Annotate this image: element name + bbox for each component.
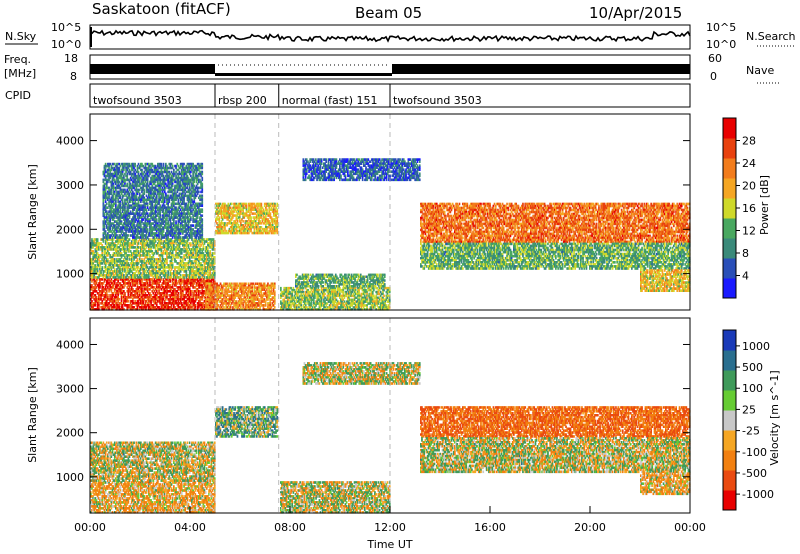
- heatmap-cell: [148, 276, 150, 279]
- noise-left-label: N.Sky: [5, 30, 37, 43]
- heatmap-cell: [203, 248, 205, 251]
- heatmap-cell: [158, 236, 160, 239]
- heatmap-cell: [155, 240, 157, 243]
- heatmap-cell: [103, 240, 105, 243]
- cpid-strip: CPID twofsound 3503 rbsp 200 normal (fast)…: [5, 84, 690, 107]
- heatmap-cell: [172, 185, 174, 188]
- freq-band-1: [90, 64, 215, 74]
- heatmap-cell: [170, 280, 172, 283]
- heatmap-cell: [123, 169, 125, 172]
- heatmap-cell: [201, 298, 203, 301]
- freq-left-label-1: Freq.: [4, 53, 31, 66]
- heatmap-cell: [163, 230, 165, 233]
- cpid-segment-label: rbsp 200: [218, 94, 267, 107]
- cpid-segment-label: twofsound 3503: [393, 94, 482, 107]
- heatmap-cell: [204, 276, 206, 279]
- heatmap-cell: [167, 236, 169, 239]
- heatmap-cell: [128, 234, 130, 237]
- beam-title: Beam 05: [355, 4, 422, 22]
- heatmap-cell: [180, 236, 182, 239]
- heatmap-cell: [143, 193, 145, 196]
- heatmap-cell: [193, 181, 195, 184]
- cpid-segment-label: twofsound 3503: [93, 94, 182, 107]
- heatmap-cell: [95, 304, 97, 307]
- freq-right-tick-top: 60: [708, 52, 722, 65]
- cpid-label: CPID: [5, 89, 31, 102]
- noise-right-tick-top: 10^5: [706, 21, 736, 34]
- heatmap-cell: [192, 224, 194, 227]
- frequency-panel: Freq. [MHz] 18 8 60 0 Nave: [4, 52, 780, 83]
- noise-line: [90, 31, 690, 42]
- heatmap-cell: [180, 276, 182, 279]
- station-title: Saskatoon (fitACF): [92, 0, 231, 18]
- freq-band-2: [215, 73, 392, 76]
- heatmap-cell: [99, 286, 101, 289]
- freq-right-tick-bottom: 0: [710, 70, 717, 83]
- heatmap-cell: [129, 216, 131, 219]
- nave-label: Nave: [746, 64, 774, 77]
- heatmap-cell: [106, 203, 108, 206]
- noise-left-tick-top: 10^5: [51, 21, 81, 34]
- heatmap-cell: [183, 163, 185, 166]
- heatmap-cell: [181, 252, 183, 255]
- date-title: 10/Apr/2015: [589, 4, 682, 22]
- freq-left-tick-bottom: 8: [70, 70, 77, 83]
- heatmap-cell: [138, 242, 140, 245]
- cpid-segment-label: normal (fast) 151: [282, 94, 378, 107]
- heatmap-cell: [199, 276, 201, 279]
- heatmap-cell: [128, 300, 130, 303]
- heatmap-cell: [164, 201, 166, 204]
- heatmap-cell: [172, 266, 174, 269]
- heatmap-cell: [171, 276, 173, 279]
- noise-right-tick-bottom: 10^0: [706, 38, 736, 51]
- heatmap-cell: [134, 165, 136, 168]
- freq-band-3: [392, 64, 690, 74]
- freq-left-label-2: [MHz]: [4, 67, 36, 80]
- heatmap-cell: [118, 298, 120, 301]
- noise-trace: [90, 27, 690, 47]
- freq-left-tick-top: 18: [64, 52, 78, 65]
- heatmap-cell: [161, 276, 163, 279]
- heatmap-cell: [168, 201, 170, 204]
- heatmap-cell: [196, 276, 198, 279]
- heatmap-cell: [190, 244, 192, 247]
- heatmap-cell: [191, 236, 193, 239]
- heatmap-cell: [129, 238, 131, 241]
- heatmap-cell: [190, 218, 192, 221]
- noise-panel: N.Sky 10^5 10^0 10^5 10^0 N.Search: [5, 21, 796, 51]
- noise-right-label: N.Search: [746, 30, 796, 43]
- noise-left-tick-bottom: 10^0: [51, 38, 81, 51]
